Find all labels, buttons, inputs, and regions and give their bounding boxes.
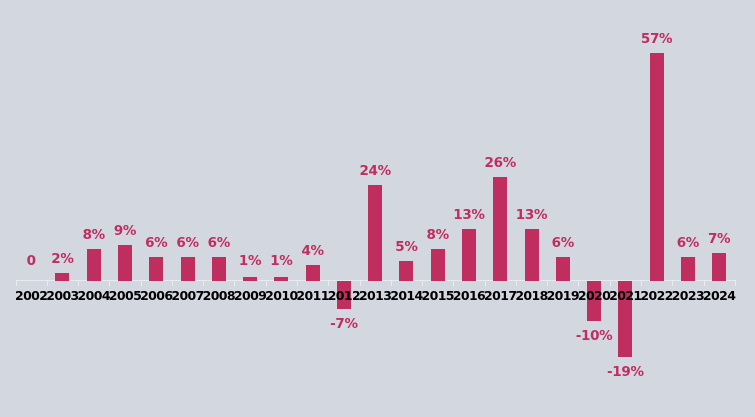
x-axis-tick <box>703 280 705 286</box>
bar-2003 <box>55 273 70 281</box>
value-label-2018: 13% <box>515 207 548 223</box>
value-label-2011: 4% <box>301 243 324 259</box>
value-label-2004: 8% <box>82 227 106 243</box>
bar-2020 <box>587 281 602 321</box>
year-label-2008: 2008 <box>202 288 236 303</box>
x-axis-tick <box>15 280 17 286</box>
value-label-2020: -10% <box>575 328 613 344</box>
x-axis-tick <box>547 280 549 286</box>
x-axis-tick <box>734 280 736 286</box>
value-label-2021: -19% <box>606 364 644 380</box>
value-label-2015: 8% <box>426 227 450 243</box>
x-axis-tick <box>140 280 142 286</box>
bar-2006 <box>149 257 164 281</box>
year-label-2004: 2004 <box>77 288 111 303</box>
x-axis-tick <box>672 280 674 286</box>
x-axis-tick <box>390 280 392 286</box>
x-axis-tick <box>453 280 455 286</box>
year-label-2017: 2017 <box>484 288 517 303</box>
x-axis-tick <box>609 280 611 286</box>
value-label-2019: 6% <box>551 235 575 251</box>
bar-2023 <box>680 257 695 281</box>
value-label-2014: 5% <box>395 239 418 255</box>
year-label-2016: 2016 <box>452 288 486 303</box>
year-label-2024: 2024 <box>702 288 736 303</box>
x-axis-tick <box>640 280 642 286</box>
year-label-2014: 2014 <box>390 288 423 303</box>
value-label-2013: 24% <box>359 163 391 179</box>
x-axis-tick <box>78 280 80 286</box>
bar-2014 <box>399 261 414 281</box>
value-label-2006: 6% <box>145 235 168 251</box>
x-axis-tick <box>171 280 173 286</box>
year-label-2023: 2023 <box>671 288 705 303</box>
x-axis-tick <box>422 280 424 286</box>
x-axis-tick <box>265 280 267 286</box>
year-label-2005: 2005 <box>108 288 142 303</box>
bar-2011 <box>305 265 320 281</box>
bar-2010 <box>274 277 289 281</box>
year-label-2009: 2009 <box>233 288 267 303</box>
bar-2013 <box>368 185 383 281</box>
bar-2024 <box>712 253 727 281</box>
bar-2012 <box>336 281 351 309</box>
bar-2021 <box>618 281 633 357</box>
year-label-2002: 2002 <box>14 288 48 303</box>
value-label-2003: 2% <box>51 251 74 267</box>
value-label-2008: 6% <box>207 235 231 251</box>
year-label-2013: 2013 <box>358 288 392 303</box>
year-label-2012: 2012 <box>327 288 361 303</box>
value-label-2012: -7% <box>330 316 358 332</box>
value-label-2022: 57% <box>640 31 673 47</box>
bar-2005 <box>118 245 132 281</box>
bar-2007 <box>180 257 195 281</box>
x-axis-tick <box>484 280 486 286</box>
year-label-2021: 2021 <box>609 288 642 303</box>
year-label-2006: 2006 <box>140 288 173 303</box>
bar-2018 <box>524 229 539 281</box>
value-label-2024: 7% <box>707 231 731 247</box>
x-axis-tick <box>203 280 205 286</box>
year-label-2010: 2010 <box>265 288 298 303</box>
year-label-2022: 2022 <box>640 288 673 303</box>
x-axis-tick <box>109 280 111 286</box>
x-axis-tick <box>515 280 517 286</box>
bar-2004 <box>86 249 101 281</box>
value-label-2005: 9% <box>113 223 137 239</box>
year-label-2015: 2015 <box>421 288 455 303</box>
x-axis-tick <box>234 280 236 286</box>
year-label-2011: 2011 <box>296 288 329 303</box>
year-label-2018: 2018 <box>515 288 548 303</box>
bar-2009 <box>243 277 258 281</box>
year-label-2020: 2020 <box>577 288 611 303</box>
value-label-2016: 13% <box>453 207 485 223</box>
x-axis-tick <box>328 280 330 286</box>
bar-2017 <box>493 177 508 281</box>
bar-2015 <box>430 249 445 281</box>
value-label-2002: 0 <box>26 253 36 269</box>
value-label-2023: 6% <box>676 235 700 251</box>
year-label-2003: 2003 <box>46 288 79 303</box>
x-axis-tick <box>296 280 298 286</box>
bar-2019 <box>555 257 570 281</box>
year-label-2007: 2007 <box>171 288 204 303</box>
value-label-2007: 6% <box>176 235 199 251</box>
value-label-2010: 1% <box>270 253 293 269</box>
x-axis-tick <box>46 280 48 286</box>
bar-2008 <box>211 257 226 281</box>
year-label-2019: 2019 <box>546 288 580 303</box>
bar-2016 <box>461 229 476 281</box>
x-axis-tick <box>359 280 361 286</box>
x-axis-tick <box>578 280 580 286</box>
value-label-2017: 26% <box>484 155 517 171</box>
bar-2022 <box>649 53 664 281</box>
value-label-2009: 1% <box>238 253 262 269</box>
